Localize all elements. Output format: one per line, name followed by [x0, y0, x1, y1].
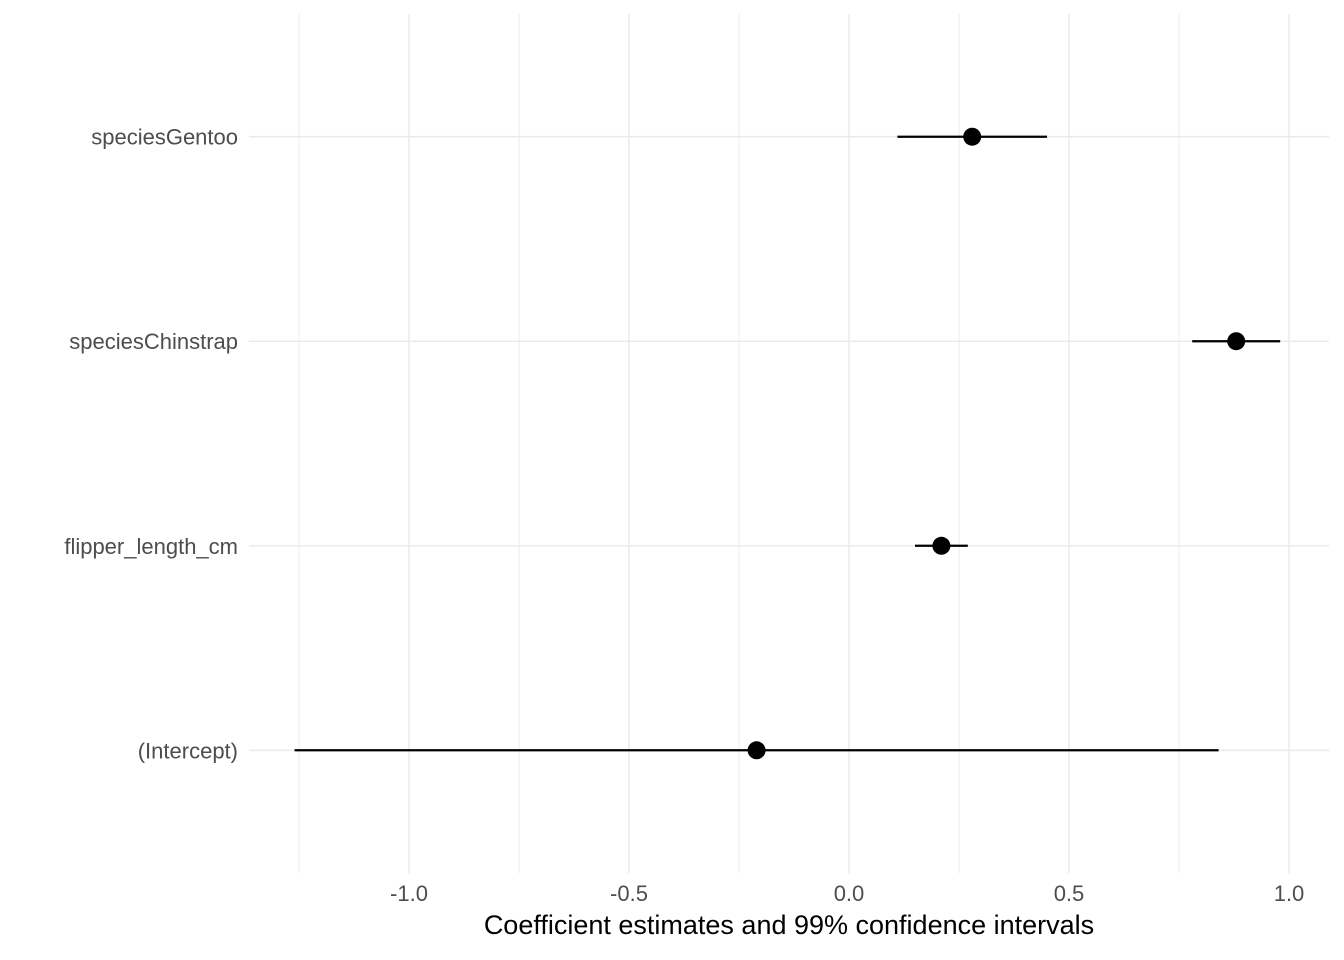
- x-axis-tick-label: -1.0: [390, 881, 428, 906]
- x-axis-tick-label: 0.0: [834, 881, 865, 906]
- estimate-point: [932, 536, 951, 555]
- y-axis-tick-label: speciesGentoo: [91, 125, 238, 150]
- y-axis-tick-label: speciesChinstrap: [69, 329, 238, 354]
- estimate-point: [1227, 332, 1246, 351]
- x-axis-tick-label: 0.5: [1054, 881, 1085, 906]
- x-axis-title: Coefficient estimates and 99% confidence…: [483, 910, 1095, 940]
- estimate-point: [963, 127, 982, 146]
- y-axis-tick-label: flipper_length_cm: [64, 534, 238, 559]
- x-axis-tick-label: -0.5: [610, 881, 648, 906]
- x-axis-tick-label: 1.0: [1274, 881, 1305, 906]
- estimate-point: [747, 741, 766, 760]
- y-axis-tick-label: (Intercept): [138, 738, 238, 763]
